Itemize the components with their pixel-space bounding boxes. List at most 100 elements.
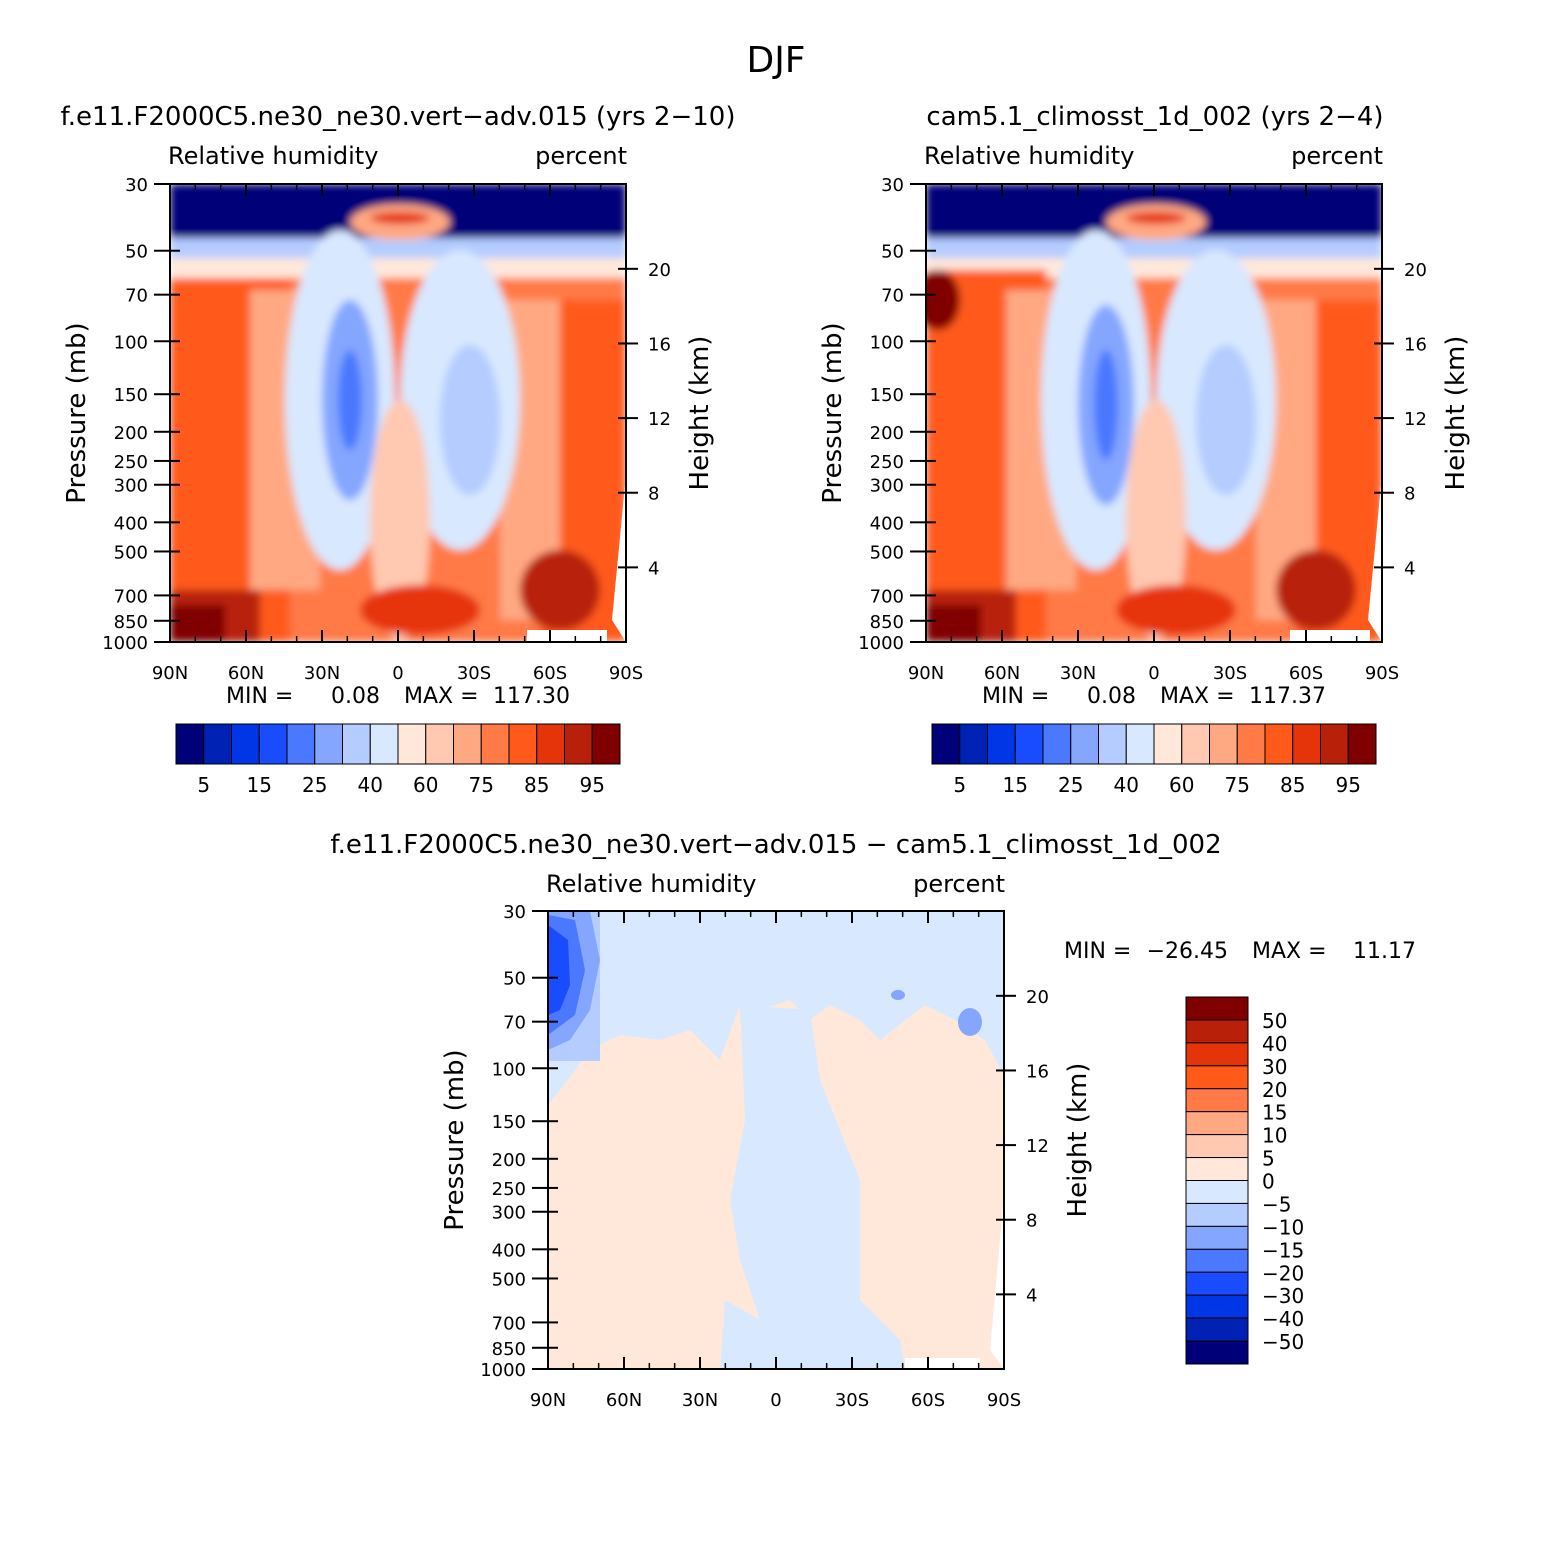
field-south-dry-patch — [958, 1008, 982, 1036]
legend-swatch — [1185, 1088, 1249, 1113]
y-tick-label: 150 — [492, 1112, 526, 1133]
field-south-surface — [520, 550, 600, 630]
x-tick-label: 90N — [530, 1390, 566, 1411]
min-label: MIN = — [1064, 939, 1131, 964]
y-tick-label: 100 — [870, 332, 904, 353]
y-tick-label: 200 — [870, 423, 904, 444]
field-upper-fade — [170, 258, 626, 278]
legend-swatch — [931, 723, 961, 765]
missing-data-edge — [990, 1195, 1004, 1369]
legend-swatch — [1181, 723, 1210, 765]
y-tick-label: 300 — [492, 1203, 526, 1224]
legend-swatch — [1209, 723, 1238, 765]
panel-title: f.e11.F2000C5.ne30_ne30.vert−adv.015 (yr… — [61, 102, 736, 132]
contour-field — [926, 184, 1382, 642]
legend-label: 50 — [1262, 1009, 1287, 1033]
y-tick-label: 150 — [114, 385, 148, 406]
y-right-tick-label: 8 — [648, 484, 659, 505]
legend-swatch — [1125, 723, 1155, 765]
y-tick-label: 100 — [114, 332, 148, 353]
y-right-tick-label: 8 — [1404, 484, 1415, 505]
y-tick-label: 300 — [870, 476, 904, 497]
x-tick-label: 0 — [1148, 663, 1159, 684]
x-tick-label: 60S — [533, 663, 567, 684]
left-string: Relative humidity — [546, 870, 756, 898]
right-string: percent — [913, 870, 1005, 898]
y-tick-label: 850 — [114, 612, 148, 633]
legend-swatch — [1185, 1111, 1249, 1136]
legend-label: 40 — [1114, 773, 1139, 797]
legend-swatch — [1185, 1019, 1249, 1044]
x-tick-label: 30S — [457, 663, 491, 684]
legend-label: 95 — [1336, 773, 1361, 797]
legend-swatch — [1185, 1248, 1249, 1273]
x-tick-label: 90N — [152, 663, 188, 684]
panel-model-a: f.e11.F2000C5.ne30_ne30.vert−adv.015 (yr… — [61, 102, 736, 797]
y-tick-label: 1000 — [102, 633, 148, 654]
legend-swatch — [1185, 1180, 1249, 1204]
y-tick-label: 500 — [492, 1269, 526, 1290]
legend-swatch — [1236, 723, 1266, 765]
y-tick-label: 50 — [503, 969, 526, 990]
panel-title: f.e11.F2000C5.ne30_ne30.vert−adv.015 − c… — [330, 830, 1221, 860]
panel-model-b: cam5.1_climosst_1d_002 (yrs 2−4) Relativ… — [818, 102, 1471, 797]
x-tick-label: 60N — [228, 663, 264, 684]
legend-label: −5 — [1262, 1192, 1291, 1216]
legend-swatch — [1185, 1202, 1249, 1227]
y-tick-label: 850 — [492, 1339, 526, 1360]
contour-field — [170, 184, 626, 642]
min-value: 0.08 — [1087, 684, 1136, 709]
y-tick-label: 200 — [492, 1150, 526, 1171]
legend-label: 10 — [1262, 1124, 1287, 1148]
legend-swatch — [1185, 1065, 1249, 1090]
legend-swatch — [959, 723, 988, 765]
max-label: MAX = — [404, 684, 479, 709]
x-axis: 90N 60N 30N 0 30S 60S 90S — [530, 911, 1021, 1411]
x-tick-label: 60N — [606, 1390, 642, 1411]
y-axis-right: 20 16 12 8 4 — [1374, 260, 1427, 579]
legend-label: −40 — [1262, 1307, 1304, 1331]
legend-label: −30 — [1262, 1284, 1304, 1308]
color-legend: 5 15 25 40 60 75 85 95 — [175, 723, 621, 797]
min-value: −26.45 — [1147, 939, 1228, 964]
y-tick-label: 1000 — [858, 633, 904, 654]
y-tick-label: 30 — [503, 902, 526, 923]
legend-label: 75 — [1225, 773, 1250, 797]
max-label: MAX = — [1160, 684, 1235, 709]
panel-difference: f.e11.F2000C5.ne30_ne30.vert−adv.015 − c… — [330, 830, 1416, 1411]
y-tick-label: 150 — [870, 385, 904, 406]
y-right-tick-label: 4 — [1404, 558, 1415, 579]
y-tick-label: 250 — [492, 1179, 526, 1200]
max-value: 117.37 — [1249, 684, 1326, 709]
y-axis-right: 20 16 12 8 4 — [618, 260, 671, 579]
missing-data-patch — [905, 1358, 980, 1369]
x-tick-label: 30N — [304, 663, 340, 684]
x-tick-label: 0 — [392, 663, 403, 684]
y-tick-label: 700 — [492, 1313, 526, 1334]
legend-label: 5 — [197, 773, 210, 797]
field-south-dry-core — [440, 345, 500, 495]
legend-swatch — [1185, 1294, 1249, 1319]
legend-swatch — [1185, 1317, 1249, 1342]
y-right-tick-label: 20 — [1026, 987, 1049, 1008]
legend-swatch — [1185, 1134, 1249, 1159]
y-tick-label: 300 — [114, 476, 148, 497]
y-axis-title: Pressure (mb) — [440, 1049, 470, 1230]
legend-label: 15 — [1262, 1101, 1287, 1125]
x-tick-label: 90N — [908, 663, 944, 684]
legend-swatch — [508, 723, 538, 765]
y-right-tick-label: 12 — [648, 409, 671, 430]
legend-swatch — [1042, 723, 1072, 765]
x-axis: 90N 60N 30N 0 30S 60S 90S — [908, 184, 1399, 684]
legend-swatch — [369, 723, 399, 765]
legend-swatch — [1347, 723, 1377, 765]
legend-label: 20 — [1262, 1078, 1287, 1102]
missing-data-edge — [1368, 475, 1382, 642]
left-string: Relative humidity — [924, 142, 1134, 170]
legend-swatch — [453, 723, 482, 765]
legend-label: −15 — [1262, 1238, 1304, 1262]
min-label: MIN = — [982, 684, 1049, 709]
legend-label: 15 — [1003, 773, 1028, 797]
